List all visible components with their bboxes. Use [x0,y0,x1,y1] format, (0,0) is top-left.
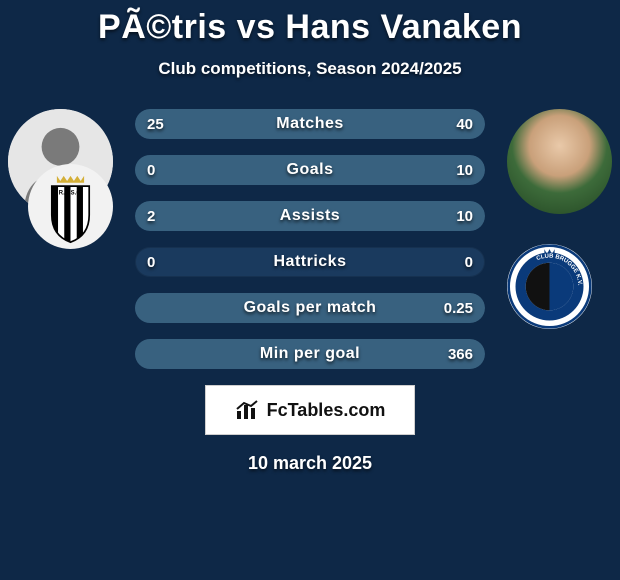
club-left-initials: R.C.S.C. [59,191,83,197]
stat-label: Matches [135,109,485,139]
player-right-club-badge: CLUB BRUGGE K.V. [507,244,592,329]
stat-label: Assists [135,201,485,231]
branding-box[interactable]: FcTables.com [205,385,415,435]
stat-label: Goals per match [135,293,485,323]
branding-text: FcTables.com [267,400,386,421]
stat-label: Hattricks [135,247,485,277]
stat-label: Min per goal [135,339,485,369]
stat-row: 2540Matches [135,109,485,139]
stat-label: Goals [135,155,485,185]
chart-icon [235,399,261,421]
comparison-bars: 2540Matches 010Goals 210Assists 00Hattricks… [135,109,485,369]
club-badge-icon: CLUB BRUGGE K.V. [507,244,592,329]
stat-row: 366Min per goal [135,339,485,369]
player-right-avatar [507,109,612,214]
comparison-stage: R.C.S.C. CLUB BRUGGE K.V. 2540Matches 010… [0,109,620,369]
page-subtitle: Club competitions, Season 2024/2025 [0,59,620,79]
stat-row: 0.25Goals per match [135,293,485,323]
footer-date: 10 march 2025 [0,453,620,474]
club-badge-icon: R.C.S.C. [28,164,113,249]
page-title: PÃ©tris vs Hans Vanaken [0,0,620,47]
player-left-club-badge: R.C.S.C. [28,164,113,249]
stat-row: 010Goals [135,155,485,185]
stat-row: 00Hattricks [135,247,485,277]
stat-row: 210Assists [135,201,485,231]
